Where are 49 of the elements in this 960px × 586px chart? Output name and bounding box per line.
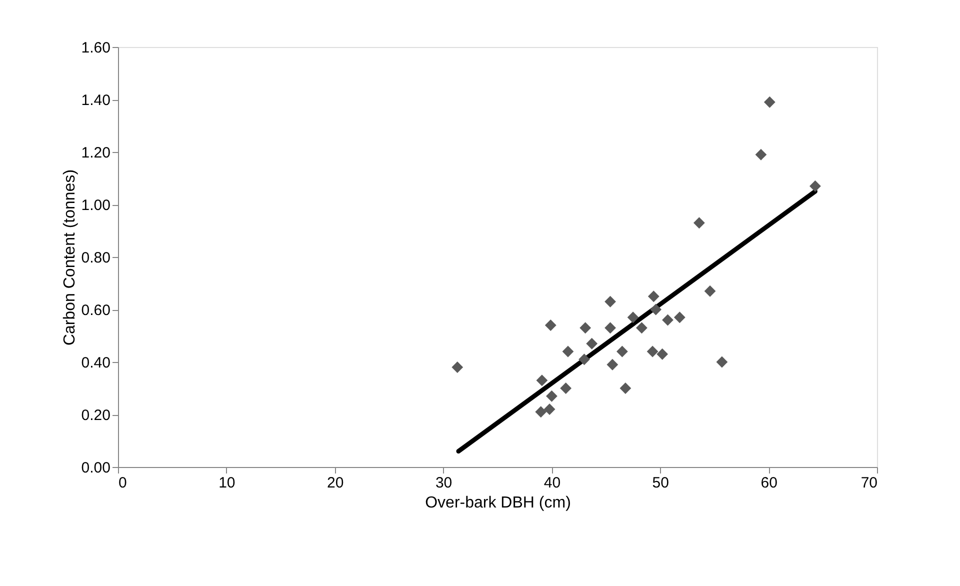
point [764, 96, 776, 108]
point [606, 358, 618, 370]
y-tick-label: 1.20 [81, 144, 110, 162]
point [604, 296, 616, 308]
x-tick-label: 40 [544, 474, 561, 492]
y-tick-label: 0.00 [81, 460, 110, 476]
point [627, 312, 639, 324]
point [693, 217, 705, 229]
x-tick-label: 70 [860, 474, 878, 492]
point [755, 148, 767, 160]
point [674, 312, 686, 324]
point [560, 382, 572, 394]
point [546, 390, 558, 402]
point [646, 346, 658, 358]
point [586, 338, 598, 350]
y-tick-label: 0.60 [81, 302, 110, 319]
point [636, 322, 648, 334]
x-tick-label: 60 [760, 474, 778, 492]
x-tick-label: 50 [652, 474, 669, 492]
y-tick-label: 1.40 [81, 92, 110, 109]
point [580, 322, 592, 334]
point [604, 322, 616, 334]
x-tick-label: 20 [327, 474, 344, 492]
y-tick-label: 1.60 [81, 40, 110, 56]
y-axis-title: Carbon Content (tonnes) [61, 169, 78, 346]
point [716, 356, 728, 368]
point [544, 404, 556, 415]
y-tick-label: 0.40 [81, 354, 110, 372]
point [662, 314, 674, 326]
point [809, 180, 821, 192]
y-tick-label: 0.20 [81, 407, 110, 424]
point [620, 382, 632, 394]
point [616, 346, 628, 358]
x-tick-label: 0 [118, 474, 127, 492]
point [452, 362, 464, 373]
y-tick-label: 0.80 [81, 250, 110, 266]
point [650, 304, 662, 316]
point [656, 348, 668, 360]
y-tick-label: 1.00 [81, 197, 110, 214]
point [535, 406, 547, 418]
point [578, 354, 590, 366]
x-tick-label: 30 [435, 474, 452, 492]
point [536, 374, 548, 386]
point [562, 346, 574, 358]
x-tick-label: 10 [218, 474, 236, 492]
x-axis-title: Over-bark DBH (cm) [425, 494, 571, 512]
point [648, 290, 660, 302]
point [544, 320, 556, 331]
point [704, 285, 716, 297]
